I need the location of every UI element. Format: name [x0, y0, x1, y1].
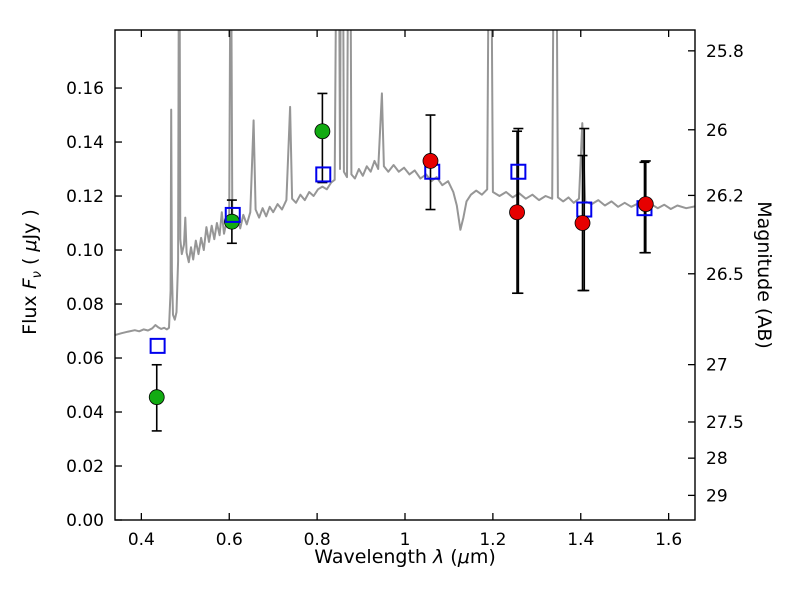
y-tick-label-magnitude: 27 [706, 356, 728, 376]
x-tick-label: 1 [400, 530, 411, 550]
green-circles-marker [314, 123, 331, 140]
model-spectrum-line [115, 30, 695, 337]
y-tick-label-magnitude: 26.2 [706, 186, 744, 206]
blue-open-squares-marker [224, 206, 241, 223]
red-circles-marker [422, 153, 439, 169]
red-circles-marker [509, 204, 525, 221]
flux-unit-open: ( [19, 251, 42, 272]
nu-subscript: ν [29, 271, 45, 279]
y-tick-label-magnitude: 27.5 [706, 413, 744, 433]
x-tick-label: 0.4 [128, 530, 155, 550]
flux-label-text: Flux [19, 289, 42, 335]
x-tick-label: 1.6 [655, 530, 682, 550]
y-tick-label-flux: 0.14 [66, 133, 104, 153]
mu-symbol-left: μ [19, 239, 42, 252]
mu-symbol: μ [457, 546, 470, 568]
y-tick-label-flux: 0.12 [66, 187, 104, 207]
y-tick-label-magnitude: 29 [706, 486, 728, 506]
lambda-symbol: λ [433, 546, 445, 568]
y-tick-label-flux: 0.04 [66, 403, 104, 423]
y-tick-label-flux: 0.16 [66, 79, 104, 99]
y-axis-label-right: Magnitude (AB) [753, 201, 775, 349]
x-tick-label: 0.8 [304, 530, 331, 550]
y-axis-label-left: Flux Fν ( μJy ) [19, 209, 45, 335]
x-axis-label-text: Wavelength [314, 546, 434, 568]
y-tick-label-flux: 0.06 [66, 349, 104, 369]
axis-ticks: 0.4 0.6 0.8 1 1.2 1.4 1.6 0.00 0.02 0.04 0.06 0.08 0… [66, 30, 744, 550]
x-axis-label: Wavelength λ (μm) [314, 546, 495, 568]
y-tick-label-magnitude: 25.8 [706, 42, 744, 62]
y-tick-label-magnitude: 26.5 [706, 265, 744, 285]
flux-symbol: F [19, 278, 42, 290]
y-tick-label-flux: 0.10 [66, 241, 104, 261]
x-axis-unit-close: m) [469, 546, 496, 568]
y-tick-label-magnitude: 28 [706, 449, 728, 469]
y-tick-label-flux: 0.08 [66, 295, 104, 315]
y-tick-label-flux: 0.00 [66, 511, 104, 531]
x-tick-label: 1.4 [567, 530, 594, 550]
plot-frame [114, 29, 696, 521]
green-circles-marker [148, 389, 165, 406]
red-circles-marker [574, 215, 591, 231]
blue-open-squares-marker [315, 166, 332, 183]
flux-unit-close: Jy ) [19, 209, 42, 240]
x-tick-label: 0.6 [216, 530, 243, 550]
red-circles-marker [637, 196, 654, 213]
y-tick-label-flux: 0.02 [66, 457, 104, 477]
x-tick-label: 1.2 [479, 530, 506, 550]
x-axis-unit-open: ( [444, 546, 458, 568]
blue-open-squares-marker [510, 163, 527, 180]
y-tick-label-magnitude: 26 [706, 121, 728, 141]
blue-open-squares-marker [149, 337, 166, 354]
